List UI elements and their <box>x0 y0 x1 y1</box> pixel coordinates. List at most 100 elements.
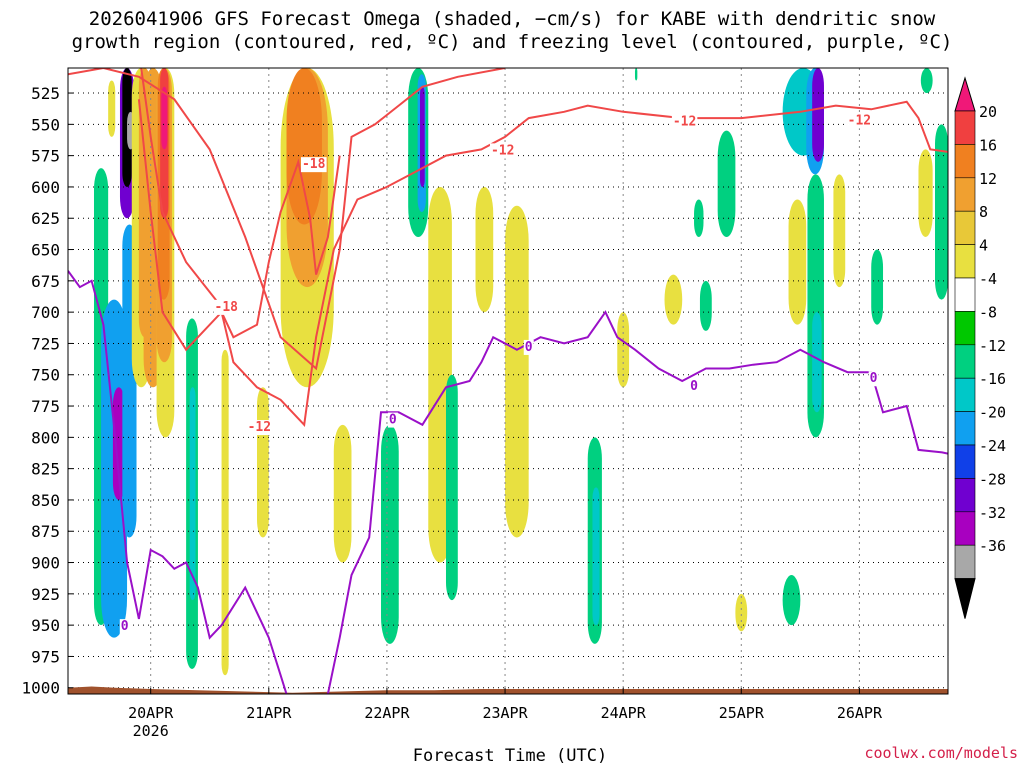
x-axis-title: Forecast Time (UTC) <box>412 746 608 766</box>
omega-region-36 <box>664 274 683 325</box>
omega-region-32 <box>505 205 529 538</box>
omega-region-53 <box>782 575 801 626</box>
colorbar-segment-1 <box>954 110 976 145</box>
plot-border <box>67 67 949 695</box>
x-tick-label-5: 25APR <box>719 704 765 722</box>
x-axis: 20APR 21APR 22APR 23APR 24APR 25APR 26APR 2026 <box>128 688 883 740</box>
colorbar-label-3: 8 <box>979 203 988 221</box>
omega-region-19 <box>256 387 269 538</box>
x-tick-label-4: 24APR <box>601 704 647 722</box>
x-sublabel-year: 2026 <box>133 722 169 740</box>
y-tick-label-12: 825 <box>31 460 60 479</box>
x-tick-label-0: 20APR <box>128 704 174 722</box>
colorbar-segment-8 <box>954 344 976 379</box>
omega-region-45 <box>833 174 846 288</box>
purple-label-bg-4 <box>868 371 879 387</box>
purple-contour-freezing-level <box>68 270 288 694</box>
colorbar-segment-3 <box>954 177 976 212</box>
colorbar-top-arrow <box>954 76 976 112</box>
colorbar-label-4: 4 <box>979 237 988 255</box>
omega-region-18 <box>221 349 229 676</box>
omega-region-15 <box>161 86 168 150</box>
y-tick-label-8: 725 <box>31 334 60 353</box>
colorbar-bottom-arrow <box>954 578 976 619</box>
y-tick-label-11: 800 <box>31 428 60 447</box>
y-tick-label-13: 850 <box>31 491 60 510</box>
red-label-bg-0 <box>246 420 273 436</box>
omega-region-47 <box>920 68 933 94</box>
colorbar-label-7: -12 <box>979 337 1006 355</box>
colorbar-segment-11 <box>954 444 976 479</box>
red-label-5: -12 <box>848 113 871 128</box>
y-tick-label-4: 625 <box>31 209 60 228</box>
red-label-bg-5 <box>846 113 873 129</box>
colorbar-segment-12 <box>954 478 976 513</box>
colorbar-label-13: -36 <box>979 537 1006 555</box>
y-tick-label-1: 550 <box>31 115 60 134</box>
omega-region-46 <box>871 249 884 325</box>
x-tick-label-2: 22APR <box>364 704 410 722</box>
red-label-0: -12 <box>248 420 271 435</box>
colorbar-segment-4 <box>954 210 976 245</box>
y-tick-label-10: 775 <box>31 397 60 416</box>
plot-frame <box>67 67 949 695</box>
red-contour-dgz-minus18 <box>140 68 341 339</box>
colorbar-segment-9 <box>954 377 976 412</box>
contour-label-layer: -12 -18 -18 -12 -12 -12 0 0 0 0 0 <box>119 113 879 635</box>
y-tick-label-19: 1000 <box>21 679 60 698</box>
colorbar-segment-13 <box>954 511 976 546</box>
colorbar-label-6: -8 <box>979 303 997 321</box>
terrain-fill <box>68 686 948 694</box>
omega-region-44 <box>812 312 822 413</box>
terrain-layer <box>68 686 948 694</box>
x-tick-label-6: 26APR <box>837 704 883 722</box>
purple-label-0: 0 <box>121 619 129 634</box>
omega-region-2 <box>112 387 125 500</box>
red-label-bg-1 <box>213 299 240 315</box>
purple-label-bg-3 <box>689 378 700 394</box>
red-label-3: -12 <box>491 143 514 158</box>
omega-region-23 <box>304 86 319 150</box>
purple-label-2: 0 <box>525 340 533 355</box>
purple-contour-freezing-level-2 <box>326 310 948 694</box>
colorbar-segment-10 <box>954 411 976 446</box>
y-tick-label-17: 950 <box>31 616 60 635</box>
omega-region-25 <box>381 424 399 644</box>
colorbar-label-1: 16 <box>979 136 997 154</box>
omega-region-38 <box>717 130 736 238</box>
colorbar-segment-5 <box>954 244 976 279</box>
purple-label-1: 0 <box>389 413 397 428</box>
red-label-bg-3 <box>489 143 516 159</box>
y-tick-label-16: 925 <box>31 585 60 604</box>
colorbar-label-8: -16 <box>979 370 1006 388</box>
colorbar: 20 16 12 8 4 -4 -8 -12 -16 -20 -24 -28 -32 -36 <box>954 76 1006 619</box>
chart-title-line1: 2026041906 GFS Forecast Omega (shaded, −… <box>88 8 936 30</box>
purple-label-3: 0 <box>690 379 698 394</box>
colorbar-label-0: 20 <box>979 103 997 121</box>
y-tick-label-2: 575 <box>31 147 60 166</box>
colorbar-label-12: -32 <box>979 504 1006 522</box>
red-label-4: -12 <box>673 115 696 130</box>
omega-region-24 <box>333 424 352 563</box>
x-tick-label-3: 23APR <box>482 704 528 722</box>
red-label-bg-4 <box>671 114 698 130</box>
colorbar-label-11: -28 <box>979 470 1006 488</box>
red-label-2: -18 <box>302 157 326 172</box>
colorbar-segment-2 <box>954 144 976 179</box>
colorbar-segment-7 <box>954 311 976 346</box>
omega-region-48 <box>918 149 933 238</box>
omega-region-39 <box>788 199 807 325</box>
omega-region-34 <box>592 487 600 626</box>
y-tick-label-5: 650 <box>31 241 60 260</box>
y-tick-label-6: 675 <box>31 272 60 291</box>
credit-label: coolwx.com/models <box>864 744 1018 762</box>
purple-label-bg-2 <box>523 339 534 355</box>
chart-title-line2: growth region (contoured, red, ºC) and f… <box>71 31 953 53</box>
colorbar-segment-6 <box>954 277 976 312</box>
contour-layer <box>68 68 948 694</box>
omega-region-42 <box>812 68 824 162</box>
red-label-bg-2 <box>300 157 327 173</box>
omega-region-37 <box>699 280 712 331</box>
